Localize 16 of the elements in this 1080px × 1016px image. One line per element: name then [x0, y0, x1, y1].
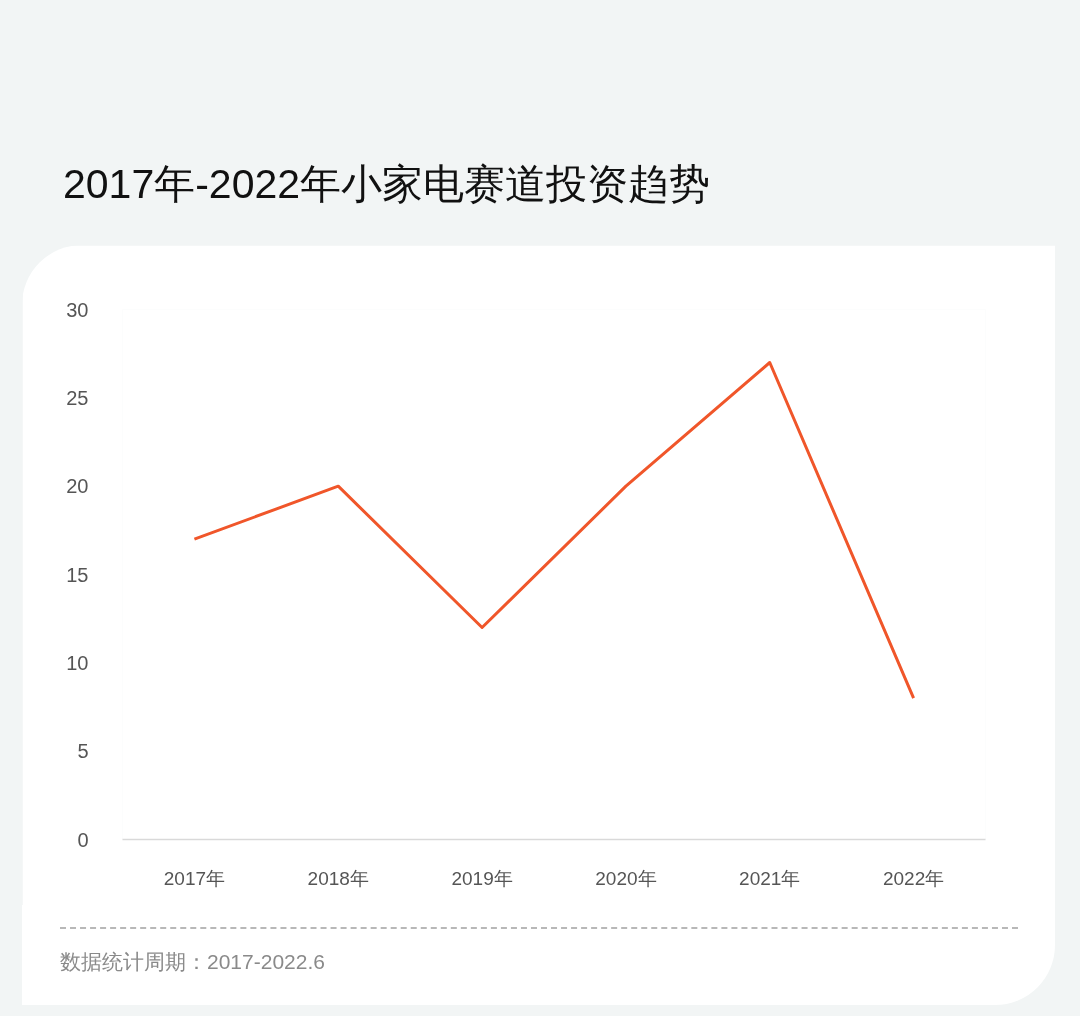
y-tick-label: 30 — [66, 298, 89, 321]
y-tick-label: 20 — [66, 475, 89, 498]
y-tick-label: 5 — [77, 740, 89, 763]
chart-title: 2017年-2022年小家电赛道投资趋势 — [63, 160, 711, 209]
y-tick-label: 15 — [66, 563, 89, 586]
x-tick-label: 2017年 — [163, 867, 226, 889]
x-tick-label: 2019年 — [451, 867, 513, 889]
text: 数据统计周期：2017-2022.6 — [60, 949, 326, 975]
y-tick-label: 0 — [77, 828, 89, 851]
x-tick-label: 2020年 — [595, 867, 657, 889]
y-tick-label: 10 — [66, 651, 89, 674]
x-tick-label: 2018年 — [307, 867, 369, 889]
x-tick-label: 2021年 — [739, 867, 801, 889]
x-tick-label: 2022年 — [882, 867, 945, 889]
line-series — [192, 361, 916, 700]
y-tick-label: 25 — [66, 386, 89, 409]
